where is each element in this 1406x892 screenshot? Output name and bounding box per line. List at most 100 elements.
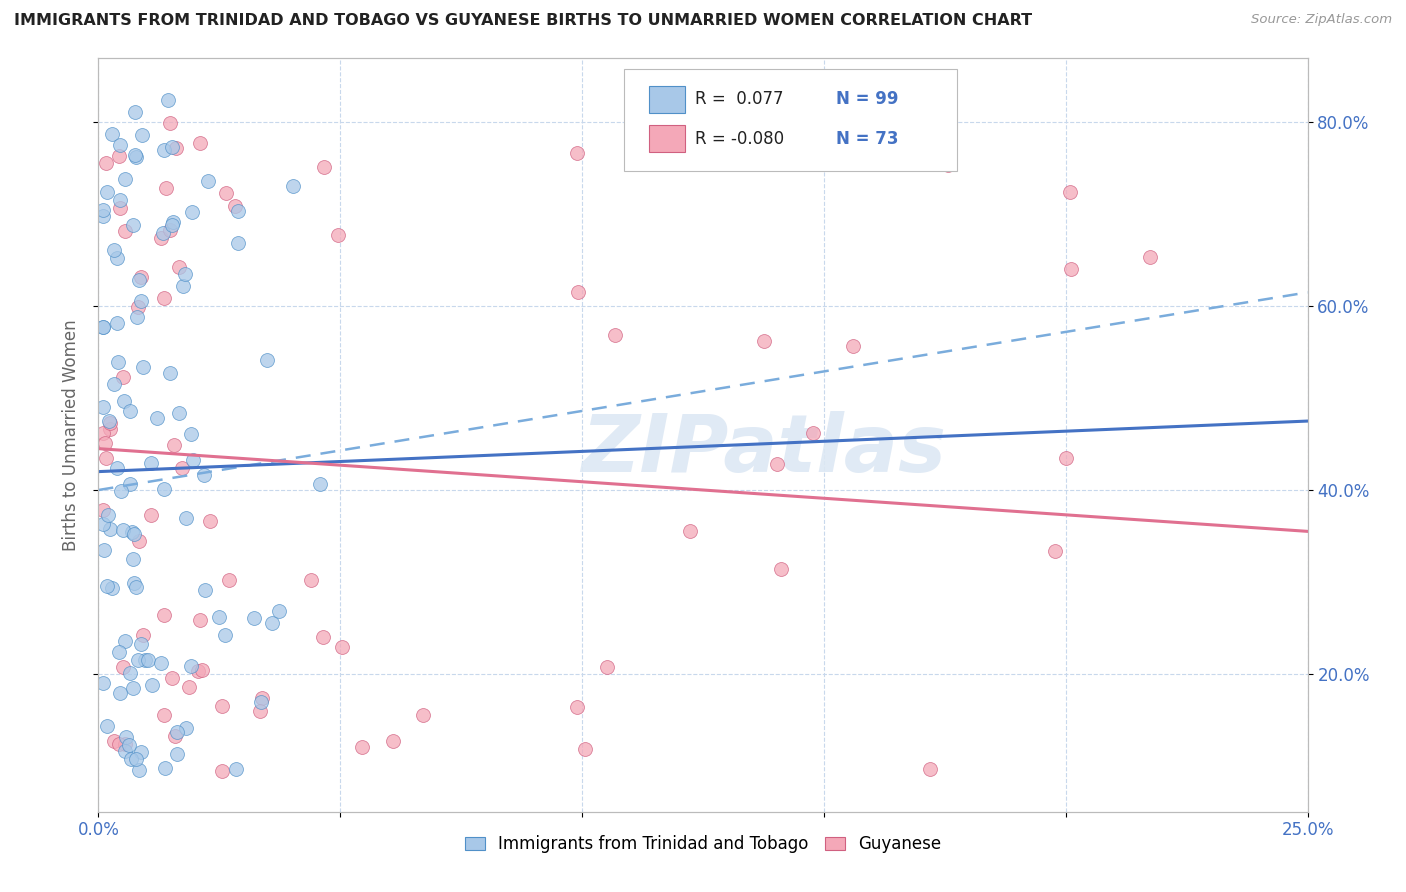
FancyBboxPatch shape — [624, 70, 957, 171]
Point — [114, 744, 136, 758]
Point — [120, 752, 142, 766]
Point — [163, 438, 186, 452]
Point — [679, 524, 702, 538]
Point — [103, 244, 125, 258]
Text: N = 99: N = 99 — [837, 90, 898, 109]
Point — [122, 681, 145, 695]
Point — [242, 611, 264, 625]
Point — [252, 690, 274, 705]
Point — [136, 653, 159, 667]
Point — [188, 613, 211, 627]
FancyBboxPatch shape — [648, 125, 685, 153]
Point — [103, 733, 125, 747]
Point — [128, 273, 150, 287]
Point — [153, 708, 176, 723]
Point — [174, 267, 197, 281]
Point — [381, 734, 404, 748]
Point — [114, 633, 136, 648]
Point — [165, 140, 187, 154]
Point — [112, 370, 135, 384]
Point — [108, 137, 131, 152]
Point — [139, 508, 162, 522]
Point — [93, 542, 115, 557]
Point — [98, 422, 121, 436]
Point — [108, 201, 131, 215]
Point — [180, 659, 202, 673]
Point — [122, 576, 145, 591]
Point — [188, 136, 211, 150]
Point — [153, 482, 176, 496]
Point — [211, 764, 233, 779]
Point — [197, 174, 219, 188]
Point — [118, 477, 141, 491]
Text: R =  0.077: R = 0.077 — [695, 90, 783, 109]
Point — [96, 719, 118, 733]
Point — [125, 149, 148, 163]
Point — [98, 522, 121, 536]
Point — [91, 210, 114, 224]
Point — [1139, 251, 1161, 265]
Point — [108, 149, 131, 163]
Point — [120, 666, 142, 681]
Point — [159, 367, 181, 381]
Point — [249, 704, 271, 718]
Point — [112, 394, 135, 409]
Point — [262, 615, 284, 630]
Point — [160, 219, 183, 233]
Point — [766, 457, 789, 471]
Point — [100, 582, 122, 596]
Point — [96, 155, 118, 169]
Point — [91, 319, 114, 334]
Point — [218, 573, 240, 587]
Point — [121, 524, 143, 539]
Point — [769, 562, 792, 576]
Point — [841, 339, 863, 353]
Point — [134, 653, 156, 667]
Point — [141, 678, 163, 692]
Point — [311, 630, 333, 644]
Point — [105, 461, 128, 475]
Point — [163, 729, 186, 743]
Point — [162, 215, 184, 229]
Point — [118, 738, 141, 752]
Point — [198, 514, 221, 528]
Point — [193, 467, 215, 482]
Point — [114, 737, 136, 751]
Point — [153, 761, 176, 775]
Point — [127, 300, 149, 314]
Point — [350, 739, 373, 754]
Point — [125, 580, 148, 594]
Point — [111, 523, 134, 537]
Point — [309, 477, 332, 491]
Point — [149, 656, 172, 670]
Point — [326, 228, 349, 243]
Point — [267, 604, 290, 618]
Point — [124, 148, 146, 162]
Point — [115, 730, 138, 744]
Point — [103, 376, 125, 391]
Point — [208, 609, 231, 624]
Point — [131, 294, 153, 309]
Point — [250, 695, 273, 709]
Point — [215, 186, 238, 200]
Point — [226, 235, 249, 250]
Point — [153, 607, 176, 622]
Point — [159, 223, 181, 237]
Point — [105, 316, 128, 330]
Point — [132, 359, 155, 374]
Point — [603, 328, 626, 343]
Point — [156, 93, 179, 107]
Point — [108, 644, 131, 658]
Point — [595, 660, 617, 674]
Point — [127, 653, 149, 667]
Point — [91, 319, 114, 334]
Point — [111, 660, 134, 674]
Point — [122, 552, 145, 566]
Point — [330, 640, 353, 655]
Text: Source: ZipAtlas.com: Source: ZipAtlas.com — [1251, 13, 1392, 27]
Point — [160, 671, 183, 685]
Point — [211, 698, 233, 713]
Point — [124, 104, 146, 119]
Point — [94, 450, 117, 465]
Point — [110, 483, 132, 498]
